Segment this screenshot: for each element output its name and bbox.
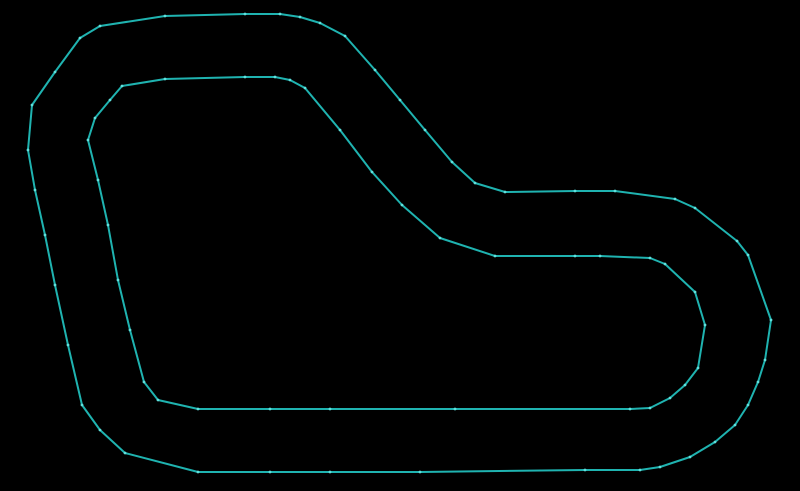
outer-boundary-node bbox=[573, 189, 577, 193]
outer-boundary-node bbox=[398, 98, 402, 102]
inner-boundary-node bbox=[696, 366, 700, 370]
outer-boundary-node bbox=[53, 283, 57, 287]
inner-boundary-node bbox=[628, 407, 632, 411]
outer-boundary-node bbox=[80, 403, 84, 407]
inner-boundary-node bbox=[703, 323, 707, 327]
outer-boundary-node bbox=[713, 440, 717, 444]
outer-boundary-node bbox=[78, 36, 82, 40]
inner-boundary-node bbox=[573, 254, 577, 258]
inner-boundary-node bbox=[243, 75, 247, 79]
outer-boundary-node bbox=[756, 380, 760, 384]
outer-boundary-node bbox=[613, 189, 617, 193]
inner-boundary-node bbox=[116, 278, 120, 282]
outer-boundary-node bbox=[373, 68, 377, 72]
outer-boundary-node bbox=[735, 239, 739, 243]
outer-boundary-node bbox=[66, 343, 70, 347]
inner-boundary-node bbox=[303, 86, 307, 90]
outer-boundary-node bbox=[473, 181, 477, 185]
outer-boundary-node bbox=[163, 14, 167, 18]
outer-boundary-node bbox=[196, 470, 200, 474]
outer-boundary-node bbox=[278, 12, 282, 16]
outer-boundary-node bbox=[53, 70, 57, 74]
outer-boundary-node bbox=[268, 470, 272, 474]
outer-boundary-node bbox=[503, 190, 507, 194]
inner-boundary-node bbox=[196, 407, 200, 411]
track bbox=[26, 12, 773, 474]
inner-boundary-node bbox=[400, 203, 404, 207]
inner-boundary-node bbox=[288, 78, 292, 82]
inner-boundary-node bbox=[156, 398, 160, 402]
outer-boundary-node bbox=[638, 468, 642, 472]
inner-boundary-node bbox=[268, 407, 272, 411]
inner-boundary-node bbox=[683, 383, 687, 387]
inner-boundary-node bbox=[328, 407, 332, 411]
outer-boundary-node bbox=[33, 188, 37, 192]
outer-boundary-node bbox=[450, 160, 454, 164]
inner-boundary-node bbox=[120, 84, 124, 88]
inner-boundary-node bbox=[598, 254, 602, 258]
outer-boundary-nodes bbox=[26, 12, 773, 474]
outer-boundary-node bbox=[673, 197, 677, 201]
inner-boundary-nodes bbox=[86, 75, 707, 411]
outer-boundary-node bbox=[30, 103, 34, 107]
inner-boundary-node bbox=[142, 380, 146, 384]
outer-boundary-node bbox=[583, 468, 587, 472]
outer-boundary-node bbox=[418, 470, 422, 474]
outer-boundary-node bbox=[688, 455, 692, 459]
outer-boundary-node bbox=[26, 148, 30, 152]
inner-boundary-node bbox=[648, 256, 652, 260]
inner-boundary-node bbox=[438, 236, 442, 240]
inner-boundary-node bbox=[93, 116, 97, 120]
inner-boundary-node bbox=[663, 262, 667, 266]
inner-boundary-node bbox=[370, 170, 374, 174]
inner-boundary-node bbox=[493, 254, 497, 258]
inner-boundary-node bbox=[128, 328, 132, 332]
outer-boundary-node bbox=[693, 206, 697, 210]
inner-boundary-node bbox=[693, 290, 697, 294]
inner-boundary-node bbox=[273, 75, 277, 79]
inner-boundary-node bbox=[108, 98, 112, 102]
inner-boundary-node bbox=[106, 223, 110, 227]
inner-boundary-node bbox=[338, 128, 342, 132]
inner-track-boundary bbox=[87, 76, 706, 410]
outer-boundary-node bbox=[298, 15, 302, 19]
outer-boundary-node bbox=[769, 318, 773, 322]
inner-boundary-node bbox=[163, 77, 167, 81]
outer-boundary-node bbox=[763, 358, 767, 362]
outer-boundary-node bbox=[318, 21, 322, 25]
inner-boundary-node bbox=[668, 396, 672, 400]
inner-boundary-node bbox=[453, 407, 457, 411]
outer-boundary-node bbox=[43, 233, 47, 237]
outer-boundary-node bbox=[746, 253, 750, 257]
outer-boundary-node bbox=[98, 24, 102, 28]
outer-boundary-node bbox=[343, 34, 347, 38]
inner-boundary-node bbox=[96, 178, 100, 182]
outer-boundary-node bbox=[123, 451, 127, 455]
outer-boundary-node bbox=[658, 465, 662, 469]
outer-boundary-node bbox=[733, 423, 737, 427]
inner-boundary-node bbox=[86, 138, 90, 142]
outer-boundary-node bbox=[328, 470, 332, 474]
outer-boundary-node bbox=[746, 403, 750, 407]
outer-boundary-node bbox=[98, 428, 102, 432]
inner-boundary-node bbox=[648, 406, 652, 410]
outer-boundary-node bbox=[243, 12, 247, 16]
outer-boundary-node bbox=[423, 128, 427, 132]
